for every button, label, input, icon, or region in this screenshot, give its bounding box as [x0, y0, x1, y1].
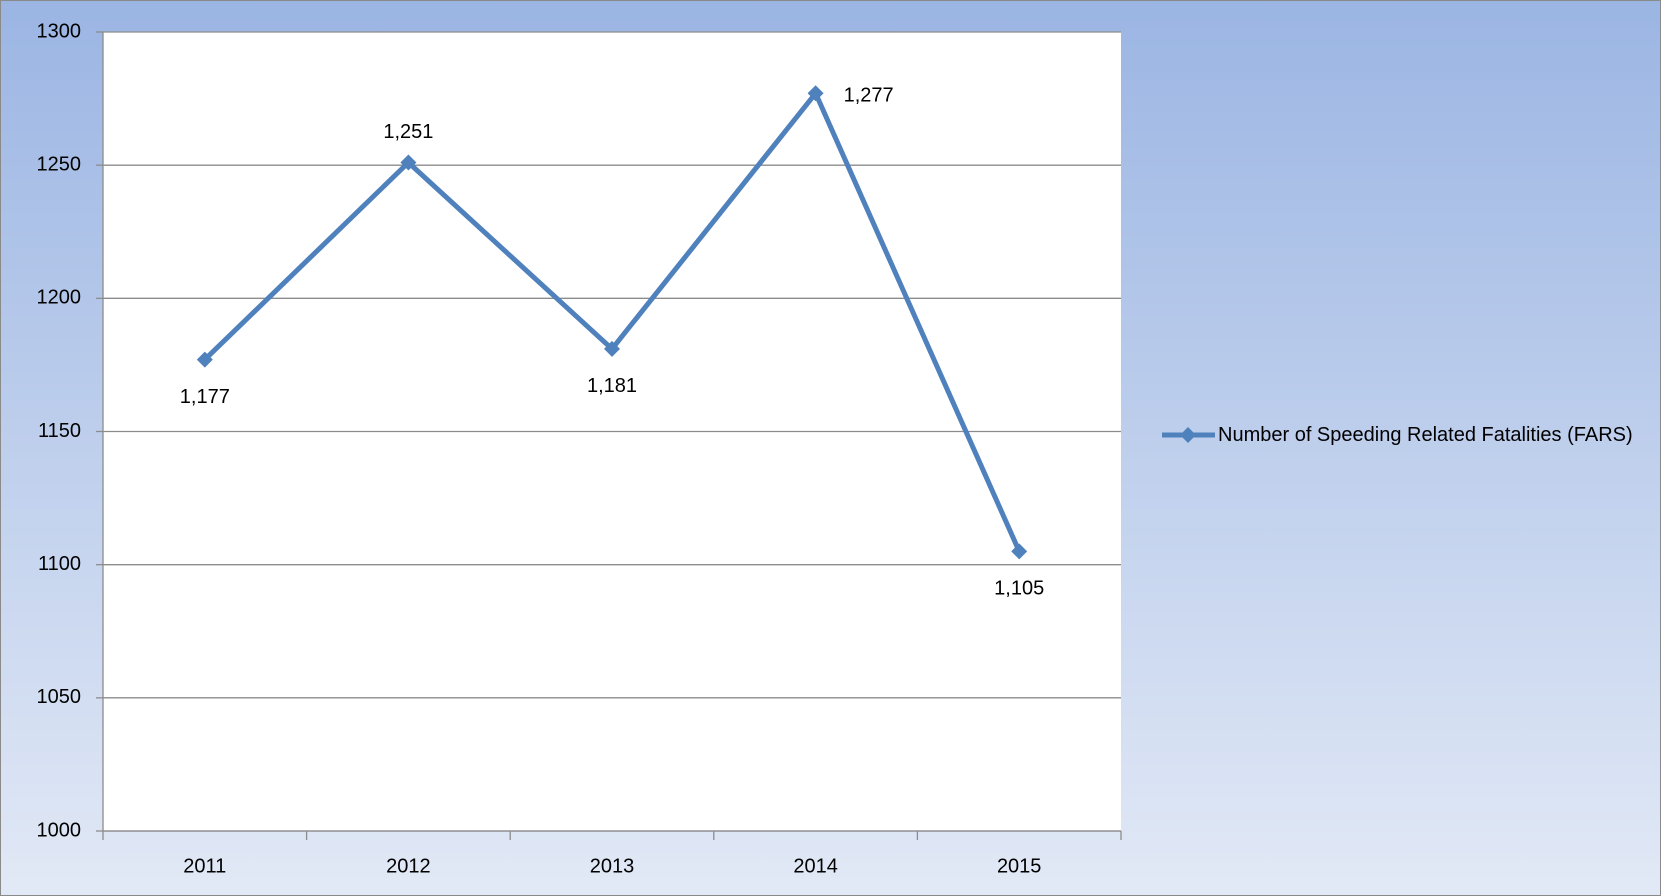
x-tick-label: 2012	[386, 855, 431, 877]
x-tick-label: 2011	[183, 855, 226, 877]
marker	[400, 154, 417, 171]
data-label: 1,177	[180, 386, 230, 408]
marker	[1011, 543, 1028, 560]
y-tick-label: 1300	[37, 20, 82, 42]
y-tick-label: 1200	[37, 287, 82, 309]
y-tick-label: 1250	[37, 153, 82, 175]
y-tick-label: 1000	[37, 819, 82, 841]
marker	[807, 85, 824, 102]
x-tick-label: 2013	[590, 855, 635, 877]
legend-marker	[1180, 427, 1196, 443]
data-label: 1,181	[587, 375, 637, 397]
y-tick-label: 1050	[37, 686, 82, 708]
data-label: 1,251	[383, 121, 433, 143]
legend-label: Number of Speeding Related Fatalities (F…	[1218, 424, 1633, 446]
y-tick-label: 1150	[38, 420, 81, 442]
x-tick-label: 2014	[793, 855, 838, 877]
marker	[604, 340, 620, 357]
y-tick-label: 1100	[38, 553, 81, 575]
data-label: 1,277	[844, 85, 894, 107]
data-label: 1,105	[994, 578, 1044, 600]
x-tick-label: 2015	[997, 855, 1042, 877]
marker	[196, 351, 213, 368]
